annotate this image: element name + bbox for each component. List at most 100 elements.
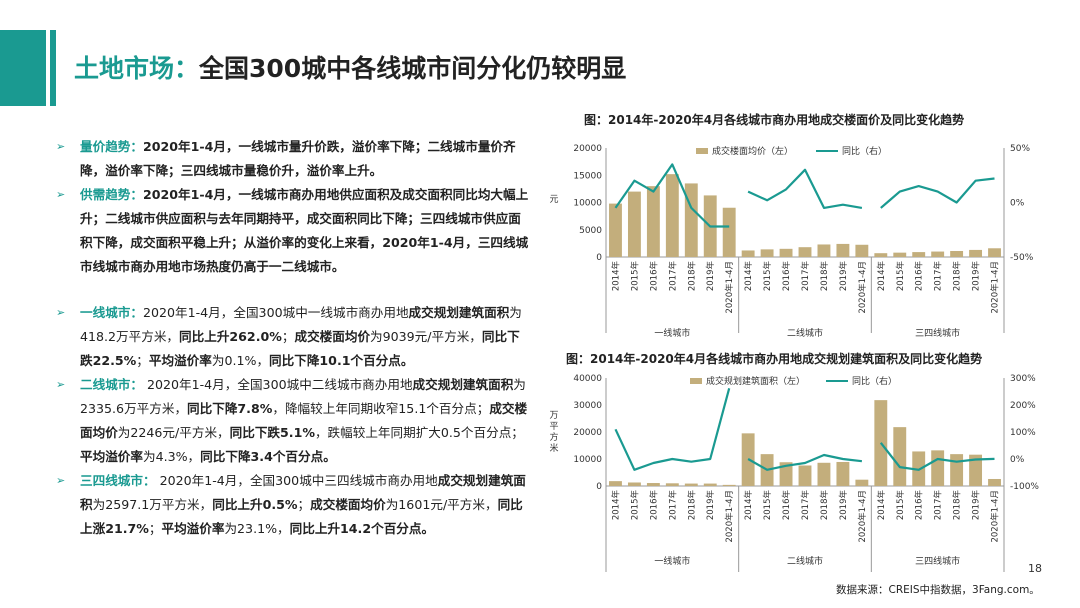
bullet-keyword: 二线城市： xyxy=(80,377,143,392)
bullet-text: 2020年1-4月，全国300城中三四线城市商办用地 xyxy=(155,473,438,488)
series-line xyxy=(880,177,995,209)
bar xyxy=(912,252,926,257)
series-line xyxy=(614,388,731,471)
bar xyxy=(931,251,945,257)
y-axis-label-char: 方 xyxy=(549,431,558,443)
bar xyxy=(969,249,983,257)
bar xyxy=(646,186,660,257)
bar xyxy=(609,481,622,486)
x-tick-label: 2019年 xyxy=(971,261,982,292)
bar xyxy=(609,203,622,257)
y-tick-label: 10000 xyxy=(573,199,602,209)
bullet-keyword: 三四线城市： xyxy=(80,473,156,488)
bullet-text: 2020年1-4月，一线城市商办用地供应面积及成交面积同比均大幅上升；二线城市供… xyxy=(80,187,529,274)
x-tick-label: 2016年 xyxy=(648,490,659,521)
y-tick-label: 0 xyxy=(596,253,602,263)
y-axis-label-char: 万 xyxy=(549,411,558,421)
bar xyxy=(627,482,641,486)
x-tick-label: 2019年 xyxy=(838,261,849,292)
x-tick-label: 2015年 xyxy=(629,490,640,521)
bullet-gap xyxy=(52,279,532,301)
y2-tick-label: -50% xyxy=(1010,253,1034,263)
x-tick-label: 2019年 xyxy=(705,261,716,292)
bar xyxy=(665,174,679,257)
bullet-text: ； xyxy=(281,329,295,344)
bullet-text: 同比下跌5.1% xyxy=(229,425,315,440)
x-tick-label: 2015年 xyxy=(895,490,906,521)
bar xyxy=(684,183,698,257)
series-line xyxy=(879,442,995,471)
bullet-text: 同比上升262.0% xyxy=(179,329,282,344)
bullet-item: ➢ 供需趋势：2020年1-4月，一线城市商办用地供应面积及成交面积同比均大幅上升… xyxy=(52,183,532,279)
bar xyxy=(988,478,1001,486)
x-tick-label: 2018年 xyxy=(819,490,830,521)
x-tick-label: 2015年 xyxy=(762,261,773,292)
data-source: 数据来源：CREIS中指数据，3Fang.com。 xyxy=(836,584,1040,596)
bar xyxy=(779,462,793,486)
bullet-text: 平均溢价率 xyxy=(148,353,212,368)
bar xyxy=(741,250,755,257)
bar xyxy=(874,253,888,257)
bullet-arrow-icon: ➢ xyxy=(56,378,66,391)
y-tick-label: 20000 xyxy=(573,428,602,438)
x-tick-label: 2018年 xyxy=(952,490,963,521)
group-label: 三四线城市 xyxy=(915,327,960,339)
bullet-text: 为2597.1万平方米， xyxy=(92,497,213,512)
bullet-item: ➢ 量价趋势：2020年1-4月，一线城市量升价跌，溢价率下降；二线城市量价齐降，… xyxy=(52,135,532,183)
x-tick-label: 2018年 xyxy=(686,490,697,521)
bar xyxy=(665,483,679,486)
legend-bar-swatch xyxy=(696,148,708,154)
x-tick-label: 2014年 xyxy=(610,261,621,292)
x-tick-label: 2015年 xyxy=(895,261,906,292)
bullet-item: ➢ 一线城市：2020年1-4月，全国300城中一线城市商办用地成交规划建筑面积为… xyxy=(52,301,532,373)
x-tick-label: 2017年 xyxy=(667,261,678,292)
x-tick-label: 2014年 xyxy=(876,261,887,292)
bar xyxy=(760,249,774,257)
y-tick-label: 30000 xyxy=(573,401,602,411)
y2-tick-label: -100% xyxy=(1010,482,1039,492)
y-tick-label: 40000 xyxy=(573,374,602,384)
chart-1: 成交楼面均价（左） 同比（右） 元 0 5000 10000 15000 20000 -50% 0… xyxy=(549,144,1034,339)
bullet-text: 2020年1-4月，全国300城中二线城市商办用地 xyxy=(142,377,413,392)
x-tick-label: 2015年 xyxy=(629,261,640,292)
bar xyxy=(855,244,869,257)
group-label: 二线城市 xyxy=(787,327,823,339)
chart-1-title: 图：2014年-2020年4月各线城市商办用地成交楼面价及同比变化趋势 xyxy=(584,113,965,127)
bullet-text: 成交规划建筑面积 xyxy=(408,305,510,320)
bullet-arrow-icon: ➢ xyxy=(56,188,66,201)
bullet-text: 为23.1%， xyxy=(224,521,290,536)
bar xyxy=(684,483,698,486)
bullet-text: 为418.2万平方米， xyxy=(80,305,522,344)
y2-tick-label: 200% xyxy=(1010,401,1036,411)
y-axis-label-char: 平 xyxy=(549,421,558,432)
bullet-text: 成交楼面均价 xyxy=(310,497,386,512)
bar xyxy=(969,454,983,486)
chart-legend: 成交规划建筑面积（左） 同比（右） xyxy=(690,375,897,387)
page-number: 18 xyxy=(1028,562,1042,575)
x-tick-label: 2016年 xyxy=(914,261,925,292)
accent-bar-thin xyxy=(50,30,56,106)
chart-2: 成交规划建筑面积（左） 同比（右） 万平方米 0 10000 20000 30000 4000… xyxy=(549,374,1039,572)
x-tick-label: 2018年 xyxy=(686,261,697,292)
series-line xyxy=(747,168,863,210)
accent-bar xyxy=(0,30,46,106)
bullet-arrow-icon: ➢ xyxy=(56,140,66,153)
bar xyxy=(836,461,850,486)
group-label: 二线城市 xyxy=(787,555,823,567)
y2-tick-label: 100% xyxy=(1010,428,1036,438)
y-tick-label: 20000 xyxy=(573,144,602,154)
x-tick-label: 2018年 xyxy=(819,261,830,292)
x-tick-label: 2014年 xyxy=(610,490,621,521)
bar xyxy=(931,450,945,486)
y-tick-label: 5000 xyxy=(579,226,602,236)
bullet-text: 成交楼面均价 xyxy=(80,401,528,440)
bullet-text: 成交规划建筑面积 xyxy=(80,473,526,512)
x-tick-label: 2014年 xyxy=(743,261,754,292)
y-tick-label: 10000 xyxy=(573,455,602,465)
group-label: 一线城市 xyxy=(654,327,690,339)
bullet-keyword: 量价趋势： xyxy=(80,139,143,154)
x-tick-label: 2019年 xyxy=(705,490,716,521)
bullet-text: 平均溢价率 xyxy=(80,449,143,464)
bullet-arrow-icon: ➢ xyxy=(56,474,66,487)
y-axis-label: 元 xyxy=(549,195,558,205)
